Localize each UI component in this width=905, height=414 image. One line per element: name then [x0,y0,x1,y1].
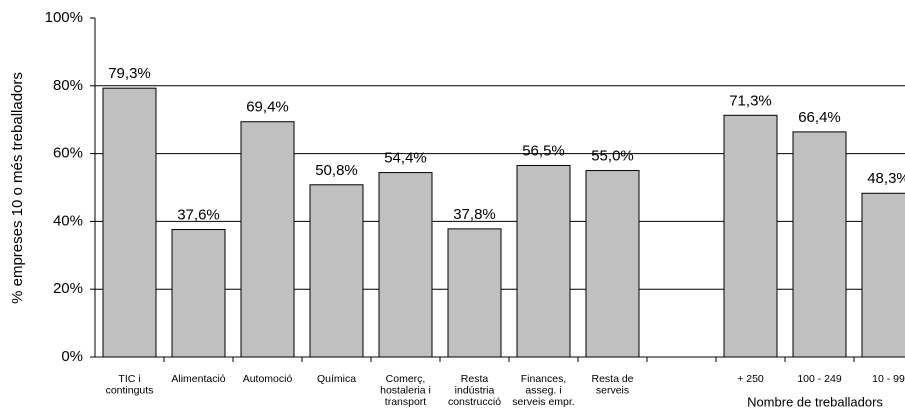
x-tick-label: 10 - 99 [872,373,905,385]
y-tick-label: 40% [53,212,83,229]
x-tick-label: Resta de serveis [591,373,633,397]
x-tick-label: 100 - 249 [797,373,842,385]
bar [378,172,433,358]
value-label: 71,3% [729,92,772,109]
y-tick-label: 20% [53,280,83,297]
value-label: 37,8% [453,206,496,223]
x-tick-label: Comerç, hostaleria i transport [380,373,431,408]
y-axis-label: % empreses 10 o més treballadors [9,72,26,304]
bar [792,131,847,358]
bar [861,192,905,358]
bar [309,184,364,358]
group-annotation: Nombre de treballadors [747,394,883,409]
value-label: 48,3% [867,170,905,187]
y-tick-label: 100% [45,9,83,26]
bar [723,114,778,358]
x-tick-label: Finances, asseg. i serveis empr. [512,373,574,408]
value-label: 55,0% [591,148,634,165]
bar [171,229,226,358]
x-tick-label: Resta indústria construcció [448,373,501,408]
x-tick-label: + 250 [737,373,764,385]
bar [585,170,640,358]
value-label: 56,5% [522,142,565,159]
value-label: 37,6% [177,207,220,224]
value-label: 66,4% [798,109,841,126]
value-label: 54,4% [384,150,427,167]
y-tick-label: 60% [53,145,83,162]
value-label: 69,4% [246,99,289,116]
bar [240,121,295,358]
bar [447,228,502,358]
x-tick-label: Química [317,373,356,385]
value-label: 79,3% [108,65,151,82]
y-tick-label: 0% [61,348,83,365]
x-tick-label: TIC i continguts [106,373,154,397]
x-tick-label: Alimentació [171,373,225,385]
bar [516,164,571,358]
y-tick-label: 80% [53,77,83,94]
value-label: 50,8% [315,162,358,179]
bar [102,87,157,358]
x-tick-label: Automoció [243,373,293,385]
